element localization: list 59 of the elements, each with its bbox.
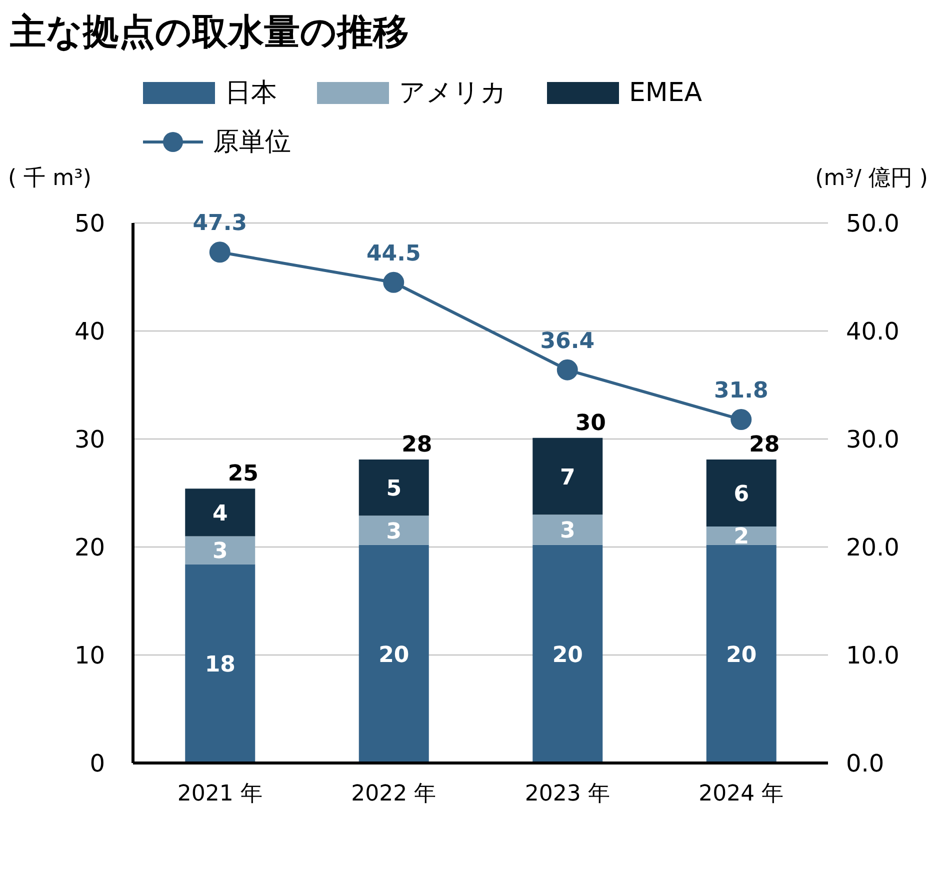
legend-label: アメリカ [399, 77, 507, 110]
bar [532, 544, 603, 763]
y-tick-label: 50 [74, 210, 105, 238]
bar [185, 536, 256, 564]
chart-title: 主な拠点の取水量の推移 [10, 11, 410, 55]
total-label: 28 [749, 432, 780, 458]
data-label: 3 [386, 519, 402, 544]
y2-tick-label: 50.0 [846, 210, 900, 238]
bar [358, 460, 429, 516]
total-label: 30 [575, 410, 606, 436]
data-label: 2 [734, 524, 750, 550]
y2-axis-title: (m³/ 億円 ) [815, 165, 928, 193]
bar [706, 460, 776, 526]
y-tick-label: 0 [90, 750, 105, 778]
y2-tick-label: 30.0 [846, 426, 900, 454]
data-label: 7 [560, 465, 576, 490]
y2-tick-label: 10.0 [846, 642, 900, 670]
data-label: 6 [734, 482, 750, 507]
x-tick-label: 2022 年 [351, 782, 436, 807]
data-label: 3 [212, 539, 228, 564]
data-label: 4 [212, 501, 228, 526]
data-label: 20 [726, 642, 757, 668]
data-label: 47.3 [192, 211, 248, 236]
data-label: 5 [386, 476, 402, 502]
y-tick-label: 40 [74, 318, 105, 346]
y-axis-title: ( 千 m³) [8, 165, 92, 193]
bar [706, 526, 776, 545]
legend-label: 日本 [225, 77, 277, 110]
bar [706, 544, 776, 763]
x-tick-label: 2024 年 [698, 782, 784, 807]
bar [185, 488, 256, 536]
data-label: 20 [552, 642, 583, 668]
data-label: 31.8 [714, 378, 768, 404]
point [209, 242, 230, 263]
data-label: 18 [204, 652, 236, 678]
total-label: 28 [402, 432, 432, 458]
bar [532, 438, 603, 515]
data-label: 20 [378, 642, 410, 668]
data-label: 36.4 [540, 328, 595, 354]
point [556, 359, 578, 380]
legend-label: EMEA [629, 78, 702, 108]
data-label: 44.5 [366, 241, 421, 266]
bar [358, 544, 429, 763]
bar [358, 516, 429, 545]
total-label: 25 [228, 462, 258, 487]
y2-tick-label: 20.0 [846, 534, 900, 562]
point [730, 409, 752, 430]
bar [532, 514, 603, 545]
x-tick-label: 2023 年 [524, 782, 610, 807]
point [383, 272, 404, 293]
y-tick-label: 30 [74, 426, 105, 454]
y2-tick-label: 0.0 [846, 750, 884, 778]
bar [185, 564, 256, 763]
legend-label: 原単位 [213, 126, 291, 159]
data-label: 3 [560, 518, 576, 544]
x-tick-label: 2021 年 [177, 782, 262, 807]
y2-tick-label: 40.0 [846, 318, 900, 346]
y-tick-label: 20 [74, 534, 105, 562]
y-tick-label: 10 [74, 642, 105, 670]
